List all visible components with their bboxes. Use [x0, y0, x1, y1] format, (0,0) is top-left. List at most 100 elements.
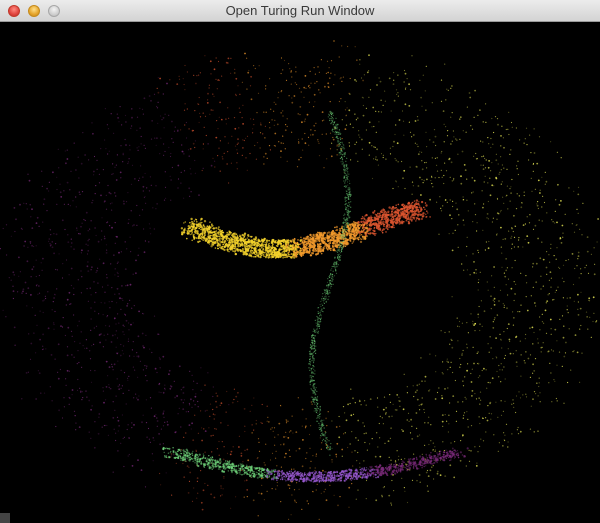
particle: [108, 386, 110, 388]
particle: [382, 156, 384, 159]
particle: [501, 164, 503, 166]
particle: [272, 240, 274, 243]
particle: [441, 176, 443, 178]
particle: [505, 284, 507, 286]
particle: [382, 154, 384, 156]
particle: [152, 460, 154, 462]
particle: [250, 246, 254, 249]
particle: [53, 233, 55, 235]
particle: [112, 173, 114, 175]
particle: [436, 470, 439, 473]
particle: [252, 118, 255, 120]
particle: [357, 419, 360, 422]
particle: [260, 254, 263, 257]
particle: [471, 128, 474, 130]
particle: [295, 66, 297, 68]
particle: [380, 111, 382, 113]
particle: [567, 312, 569, 314]
particle: [457, 153, 459, 155]
particle: [482, 440, 485, 442]
particle: [596, 320, 598, 322]
particle: [504, 354, 506, 357]
particle: [13, 207, 16, 209]
particle: [73, 410, 76, 412]
particle: [325, 417, 327, 420]
particle: [516, 168, 518, 170]
particle: [52, 301, 54, 303]
particle: [365, 498, 367, 500]
close-button[interactable]: [8, 5, 20, 17]
particle: [107, 375, 109, 377]
particle: [503, 304, 505, 306]
particle: [162, 425, 165, 427]
title-bar[interactable]: Open Turing Run Window: [0, 0, 600, 22]
particle: [356, 59, 358, 61]
particle: [277, 434, 279, 436]
particle: [235, 93, 237, 95]
particle: [295, 450, 297, 452]
particle: [420, 210, 422, 212]
particle: [369, 398, 372, 400]
particle: [576, 265, 578, 267]
particle: [482, 155, 485, 157]
particle: [424, 380, 426, 382]
particle: [111, 209, 113, 211]
particle: [211, 238, 214, 241]
minimize-button[interactable]: [28, 5, 40, 17]
particle: [512, 399, 514, 401]
particle: [315, 453, 317, 455]
particle: [38, 225, 40, 227]
particle: [418, 383, 420, 385]
particle: [411, 425, 413, 427]
particle: [480, 164, 482, 166]
particle: [19, 271, 21, 273]
particle: [79, 193, 81, 195]
particle: [107, 333, 109, 335]
particle: [35, 259, 37, 261]
particle: [394, 460, 397, 462]
particle: [0, 248, 1, 250]
particle: [300, 91, 302, 93]
particle: [336, 149, 338, 151]
particle: [525, 351, 527, 353]
particle: [94, 193, 96, 195]
particle: [109, 225, 111, 227]
particle: [58, 409, 60, 412]
particle: [305, 244, 308, 247]
particle: [166, 423, 169, 426]
particle: [183, 460, 185, 462]
particle: [341, 138, 343, 140]
particle: [131, 427, 133, 429]
particle: [258, 450, 261, 452]
particle: [212, 386, 214, 388]
particle: [246, 237, 249, 239]
particle: [416, 116, 419, 118]
particle: [120, 177, 122, 179]
particle: [408, 83, 410, 86]
particle: [110, 263, 112, 265]
zoom-button[interactable]: [48, 5, 60, 17]
particle: [238, 107, 240, 109]
particle: [115, 323, 117, 325]
particle: [284, 148, 286, 150]
particle: [27, 287, 30, 290]
particle: [523, 142, 525, 144]
particle: [262, 133, 264, 135]
particle: [294, 501, 296, 503]
particle: [255, 158, 257, 160]
particle: [232, 238, 234, 241]
particle: [381, 496, 383, 498]
particle: [115, 346, 117, 348]
particle: [355, 234, 358, 237]
particle: [301, 121, 303, 124]
particle: [355, 237, 358, 239]
particle: [238, 435, 240, 437]
particle: [201, 169, 203, 172]
particle: [327, 249, 329, 251]
particle: [359, 63, 361, 65]
particle: [408, 211, 411, 213]
particle: [340, 77, 342, 79]
particle: [266, 157, 268, 159]
particle: [361, 231, 363, 233]
particle: [502, 445, 504, 447]
